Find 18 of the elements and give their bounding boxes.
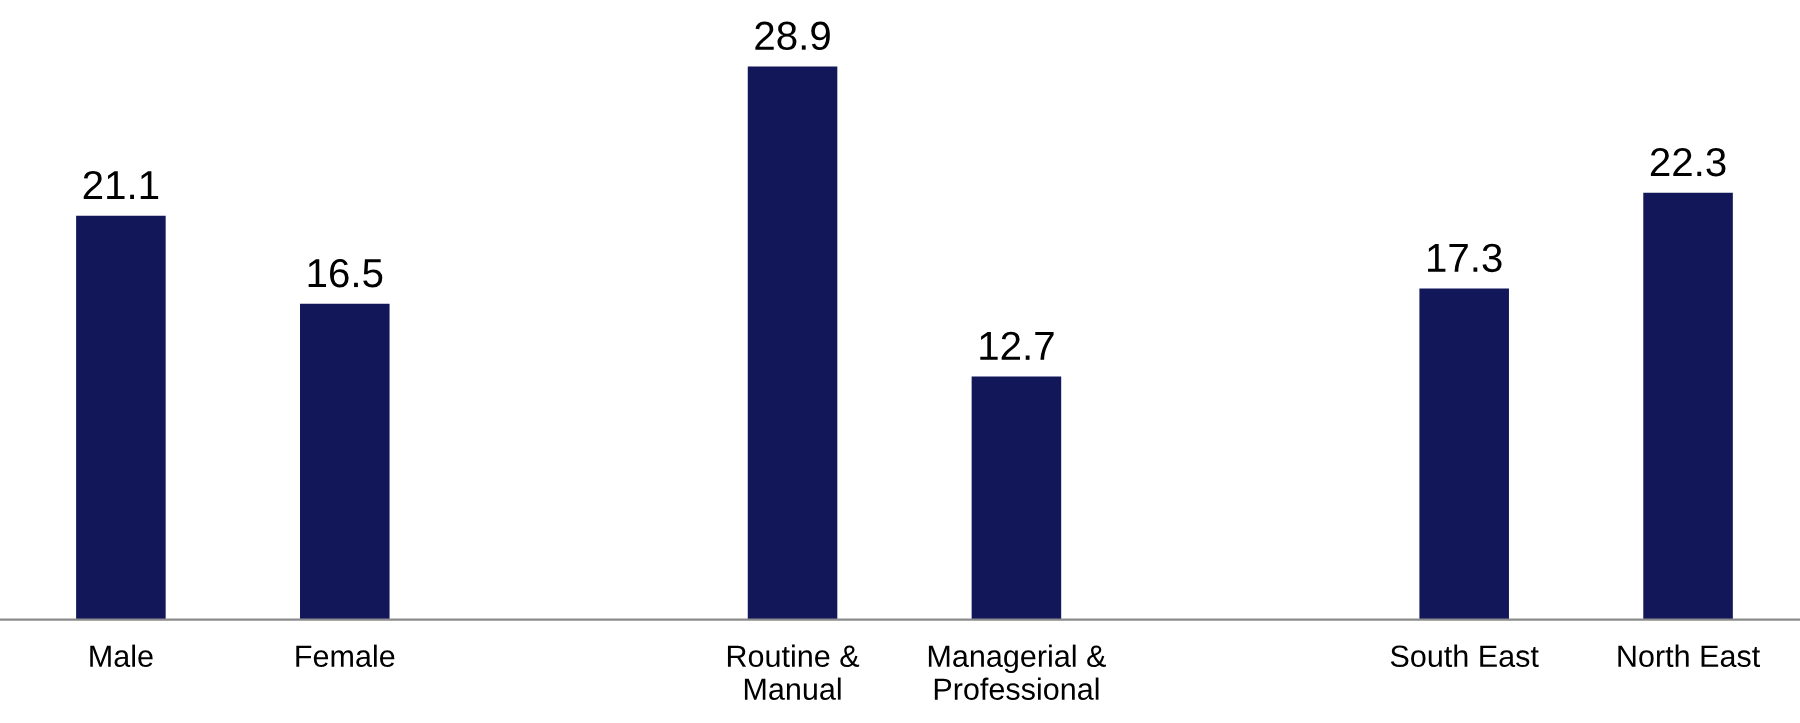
data-label: 28.9 bbox=[755, 21, 830, 51]
x-tick-label: Routine & Manual bbox=[727, 644, 860, 700]
data-label: 16.5 bbox=[308, 258, 383, 288]
data-label: 17.3 bbox=[1428, 243, 1502, 273]
data-label: 12.7 bbox=[980, 331, 1054, 360]
x-tick-label: South East bbox=[1390, 644, 1539, 668]
bar bbox=[76, 215, 166, 620]
bar bbox=[747, 66, 838, 620]
bar bbox=[1643, 192, 1733, 620]
data-label: 21.1 bbox=[83, 170, 159, 200]
bar bbox=[300, 303, 390, 620]
x-tick-label: North East bbox=[1618, 644, 1761, 668]
data-label: 22.3 bbox=[1650, 147, 1726, 177]
bar bbox=[1419, 288, 1509, 620]
x-tick-label: Male bbox=[90, 644, 153, 668]
x-tick-label: Female bbox=[296, 644, 395, 668]
x-tick-label: Managerial & Professional bbox=[928, 644, 1106, 700]
bar bbox=[971, 376, 1062, 620]
